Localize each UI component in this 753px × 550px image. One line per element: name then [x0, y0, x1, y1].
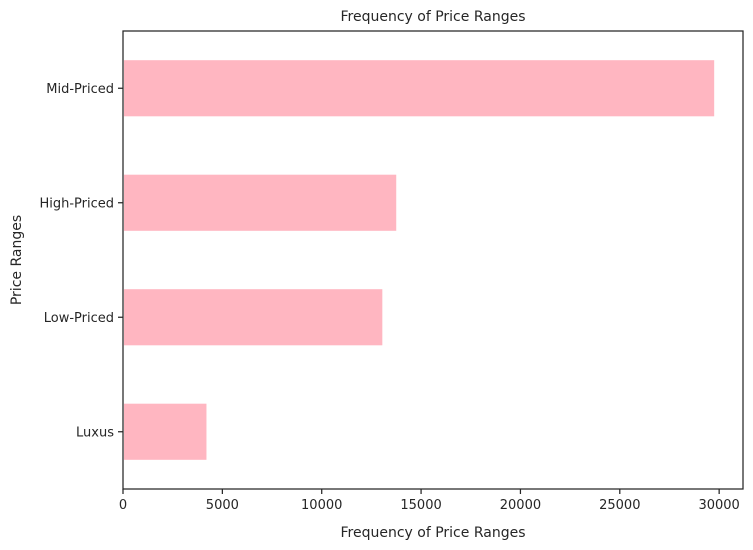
x-tick-label: 20000	[500, 498, 541, 513]
x-tick-label: 10000	[301, 498, 342, 513]
x-tick-label: 30000	[698, 498, 739, 513]
chart-title: Frequency of Price Ranges	[341, 9, 526, 25]
y-axis-label: Price Ranges	[9, 215, 25, 305]
x-tick-label: 25000	[599, 498, 640, 513]
bar-mid-priced	[124, 60, 715, 117]
x-axis-label: Frequency of Price Ranges	[341, 525, 526, 541]
plot-frame	[122, 30, 744, 490]
y-tick-label: Low-Priced	[44, 311, 114, 326]
y-tick-label: High-Priced	[39, 196, 114, 211]
bars	[124, 60, 715, 460]
bar-low-priced	[124, 289, 383, 346]
y-tick-label: Mid-Priced	[46, 82, 114, 97]
x-tick-label: 0	[119, 498, 127, 513]
bar-high-priced	[124, 174, 397, 231]
x-axis-ticks: 0 5000 10000 15000 20000 25000 30000	[119, 489, 740, 513]
y-tick-label: Luxus	[76, 425, 114, 440]
y-axis-ticks: Mid-Priced High-Priced Low-Priced Luxus	[39, 82, 123, 440]
bar-luxus	[124, 403, 207, 460]
x-tick-label: 5000	[206, 498, 239, 513]
x-tick-label: 15000	[400, 498, 441, 513]
